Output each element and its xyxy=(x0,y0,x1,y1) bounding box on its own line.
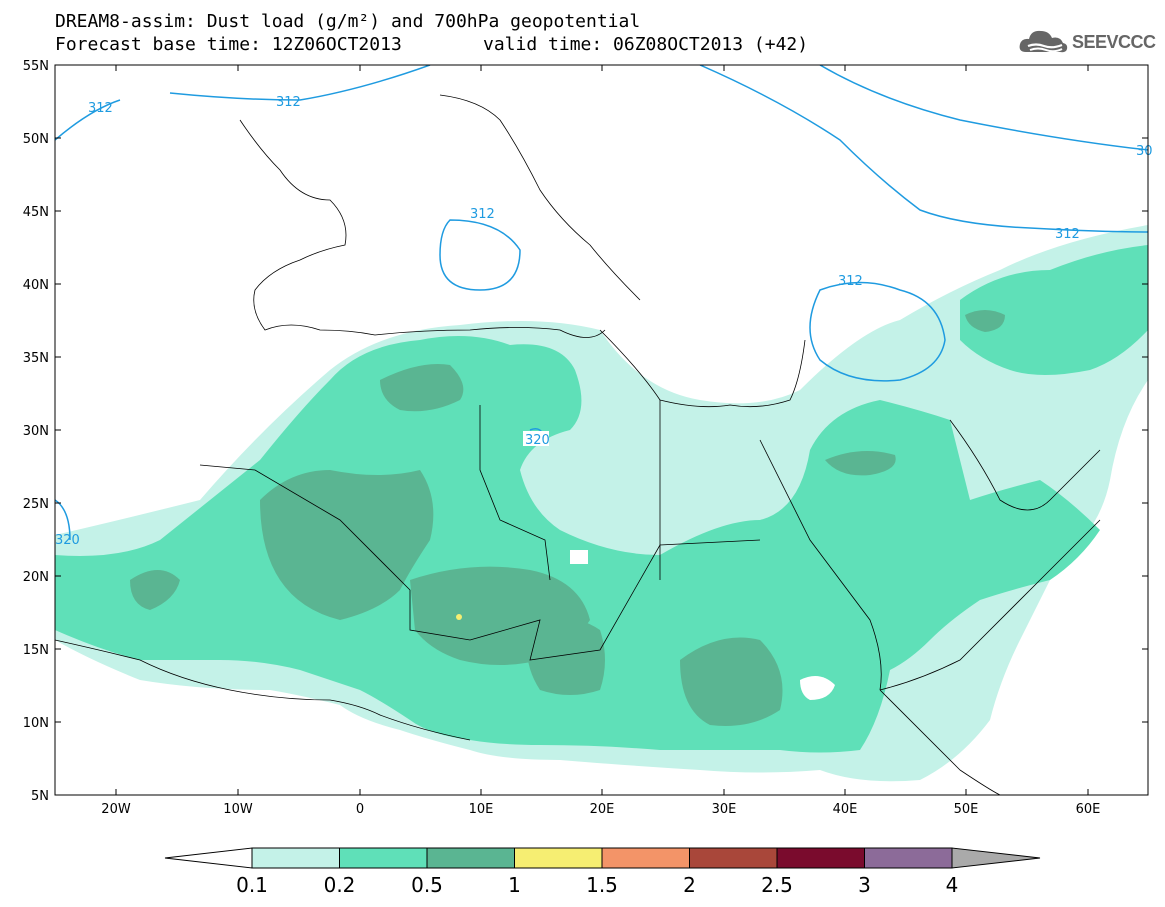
lat-tick-label: 55N xyxy=(23,59,49,74)
contour-label: 320 xyxy=(55,533,80,548)
colorbar-under-arrow xyxy=(164,847,253,869)
colorbar-label: 1.5 xyxy=(586,873,618,897)
lon-tick-label: 20W xyxy=(101,802,131,817)
colorbar-swatch xyxy=(864,847,953,869)
contour-label: 312 xyxy=(1055,227,1080,242)
geopotential-contours xyxy=(55,65,1148,541)
lon-tick-label: 30E xyxy=(712,802,737,817)
contour-label: 30 xyxy=(1136,144,1153,159)
contour-labels: 312 312 312 312 320 30 312 320 xyxy=(55,95,1153,548)
lat-tick-label: 35N xyxy=(23,351,49,366)
colorbar-label: 1 xyxy=(508,873,521,897)
contour-label: 312 xyxy=(470,207,495,222)
colorbar-label: 3 xyxy=(858,873,871,897)
lat-tick-label: 40N xyxy=(23,278,49,293)
lat-tick-label: 15N xyxy=(23,643,49,658)
lon-tick-label: 40E xyxy=(833,802,858,817)
colorbar-over-arrow xyxy=(951,847,1041,869)
contour-label: 312 xyxy=(276,95,301,110)
colorbar-swatch xyxy=(601,847,690,869)
seevccc-logo: SEEVCCC xyxy=(1018,26,1158,58)
lon-tick-label: 10W xyxy=(223,802,253,817)
colorbar-label: 0.2 xyxy=(324,873,356,897)
colorbar: 0.1 0.2 0.5 1 1.5 2 2.5 3 4 xyxy=(164,847,1041,897)
lat-tick-label: 30N xyxy=(23,424,49,439)
logo-text: SEEVCCC xyxy=(1072,32,1156,52)
colorbar-label: 2 xyxy=(683,873,696,897)
colorbar-swatch xyxy=(689,847,778,869)
valid-time: valid time: 06Z08OCT2013 (+42) xyxy=(483,34,809,55)
colorbar-label: 2.5 xyxy=(761,873,793,897)
colorbar-swatch xyxy=(339,847,428,869)
coastlines xyxy=(55,94,1101,795)
forecast-base-time: Forecast base time: 12Z06OCT2013 xyxy=(55,34,402,55)
longitude-labels: 20W 10W 0 10E 20E 30E 40E 50E 60E xyxy=(101,802,1100,817)
lat-tick-label: 20N xyxy=(23,570,49,585)
colorbar-label: 0.1 xyxy=(236,873,268,897)
lon-tick-label: 50E xyxy=(954,802,979,817)
lon-tick-label: 60E xyxy=(1076,802,1101,817)
lat-tick-label: 10N xyxy=(23,716,49,731)
latitude-labels: 55N 50N 45N 40N 35N 30N 25N 20N 15N 10N … xyxy=(23,59,49,804)
contour-label-box xyxy=(523,431,549,446)
lon-tick-label: 20E xyxy=(590,802,615,817)
contour-label: 320 xyxy=(525,433,550,448)
axis-ticks xyxy=(55,65,1148,795)
lat-tick-label: 25N xyxy=(23,497,49,512)
lat-tick-label: 5N xyxy=(31,789,49,804)
colorbar-swatch xyxy=(251,847,340,869)
lat-tick-label: 50N xyxy=(23,132,49,147)
colorbar-label: 0.5 xyxy=(411,873,443,897)
dust-peak-point xyxy=(456,614,462,620)
colorbar-swatch xyxy=(426,847,515,869)
colorbar-swatch xyxy=(776,847,865,869)
map-title: DREAM8-assim: Dust load (g/m²) and 700hP… xyxy=(55,11,641,32)
lon-tick-label: 10E xyxy=(469,802,494,817)
dust-level-05-fill xyxy=(130,310,1005,726)
colorbar-label: 4 xyxy=(946,873,959,897)
lat-tick-label: 45N xyxy=(23,205,49,220)
colorbar-swatch xyxy=(514,847,603,869)
contour-label: 312 xyxy=(838,274,863,289)
dust-clear-patches xyxy=(570,550,835,700)
contour-label: 312 xyxy=(88,101,113,116)
dust-level-02-fill xyxy=(55,245,1148,753)
lon-tick-label: 0 xyxy=(356,802,364,817)
cloud-icon xyxy=(1019,30,1068,53)
